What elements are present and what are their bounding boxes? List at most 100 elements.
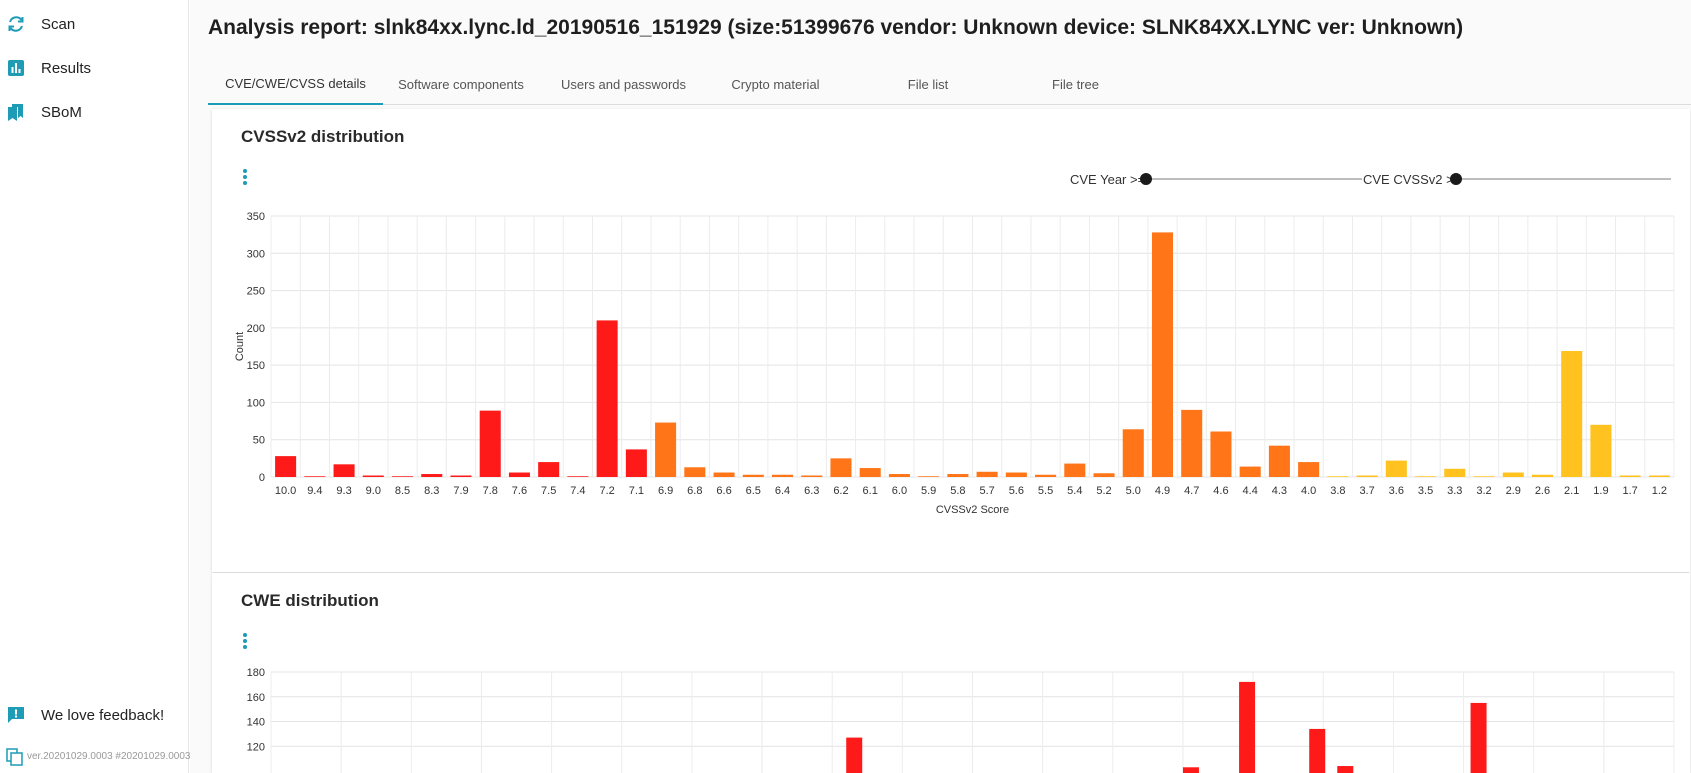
chart-menu-button[interactable] [241,633,249,651]
x-tick-label: 4.7 [1184,485,1199,497]
bar [1268,445,1290,477]
x-tick-label: 7.6 [512,485,527,497]
bar [684,467,706,477]
bar [801,475,823,477]
x-tick-label: 7.5 [541,485,556,497]
tab-file-list[interactable]: File list [907,77,949,92]
x-tick-label: 4.3 [1272,485,1287,497]
x-tick-label: 1.2 [1652,485,1667,497]
bar [1093,473,1115,477]
x-tick-label: 4.0 [1301,485,1316,497]
y-tick-label: 200 [247,323,265,335]
x-tick-label: 5.5 [1038,485,1053,497]
x-tick-label: 6.5 [746,485,761,497]
y-tick-label: 140 [247,717,265,729]
y-tick-label: 50 [253,435,265,447]
bar [1151,232,1174,477]
bar [1470,702,1487,773]
bar [1035,474,1057,477]
cve-cvss-slider[interactable]: CVE CVSSv2 >= [1363,169,1681,189]
x-tick-label: 2.1 [1564,485,1579,497]
y-tick-label: 100 [247,397,265,409]
x-tick-label: 8.3 [424,485,439,497]
x-tick-label: 7.4 [570,485,585,497]
tab-software-components[interactable]: Software components [398,77,524,92]
bar [508,472,530,477]
y-axis-label: Count [234,332,246,361]
cve-cvss-label: CVE CVSSv2 >= [1363,172,1462,187]
bar [567,476,589,477]
x-tick-label: 3.2 [1476,485,1491,497]
bar [1337,766,1354,773]
bar [450,475,472,477]
x-tick-label: 6.9 [658,485,673,497]
cwe-bar-chart: 120 140 160 180 [247,667,1675,773]
feedback-button[interactable]: We love feedback! [0,696,188,736]
copy-icon [6,748,24,766]
x-tick-label: 6.2 [833,485,848,497]
sidebar-item-results[interactable]: Results [0,49,188,89]
bar [304,476,326,477]
tab-cve-cwe-cvss[interactable]: CVE/CWE/CVSS details [208,64,383,105]
bar [976,471,998,477]
bar [1444,468,1466,477]
bar [596,320,618,477]
x-tick-label: 3.6 [1389,485,1404,497]
page-title: Analysis report: slnk84xx.lync.ld_201905… [208,16,1464,39]
y-tick-label: 250 [247,286,265,298]
x-tick-label: 9.4 [307,485,322,497]
y-tick-label: 120 [247,741,265,753]
bar [742,474,764,477]
slider-thumb[interactable] [1140,173,1152,185]
bar [421,474,443,477]
chart-menu-button[interactable] [241,169,249,187]
sidebar-item-scan[interactable]: Scan [0,5,188,45]
x-tick-label: 8.5 [395,485,410,497]
x-tick-label: 6.0 [892,485,907,497]
x-axis-label: CVSSv2 Score [936,504,1009,516]
slider-track [1453,178,1671,180]
sidebar-item-label: Results [41,60,92,77]
bar [1502,472,1524,477]
bar [1561,350,1583,477]
card-title: CVSSv2 distribution [241,127,405,146]
bar [1590,424,1612,477]
sidebar-item-sbom[interactable]: SBoM [0,93,188,133]
x-tick-label: 2.9 [1506,485,1521,497]
bar [1356,475,1378,477]
x-tick-label: 5.0 [1126,485,1141,497]
sidebar-item-label: Scan [41,16,76,33]
x-tick-label: 9.3 [336,485,351,497]
x-tick-label: 6.8 [687,485,702,497]
cwe-distribution-card: CWE distribution 120 140 160 180 [212,573,1690,773]
bar [1619,475,1641,477]
bar [859,468,881,477]
x-tick-label: 6.3 [804,485,819,497]
bar [1181,409,1203,477]
x-tick-label: 7.2 [599,485,614,497]
tab-bar: CVE/CWE/CVSS details Software components… [208,64,1691,105]
tab-crypto-material[interactable]: Crypto material [731,77,820,92]
version-text: ver.20201029.0003 #20201029.0003 [27,751,191,762]
bar [1239,681,1256,773]
bar [1415,476,1437,477]
x-tick-label: 10.0 [275,485,296,497]
x-tick-label: 9.0 [366,485,381,497]
x-tick-label: 5.7 [979,485,994,497]
bar [947,474,969,477]
x-tick-label: 5.9 [921,485,936,497]
bar [1385,460,1407,477]
cve-year-slider[interactable]: CVE Year >= [1070,169,1362,189]
y-tick-label: 350 [247,211,265,223]
slider-thumb[interactable] [1450,173,1462,185]
tab-file-tree[interactable]: File tree [1052,77,1099,92]
y-tick-label: 300 [247,248,265,260]
bar-chart-icon [6,58,26,78]
bookmarks-icon [6,102,26,122]
y-tick-label: 150 [247,360,265,372]
tab-users-passwords[interactable]: Users and passwords [561,77,686,92]
x-tick-label: 3.7 [1359,485,1374,497]
bar [1210,431,1232,477]
bar [771,474,794,477]
